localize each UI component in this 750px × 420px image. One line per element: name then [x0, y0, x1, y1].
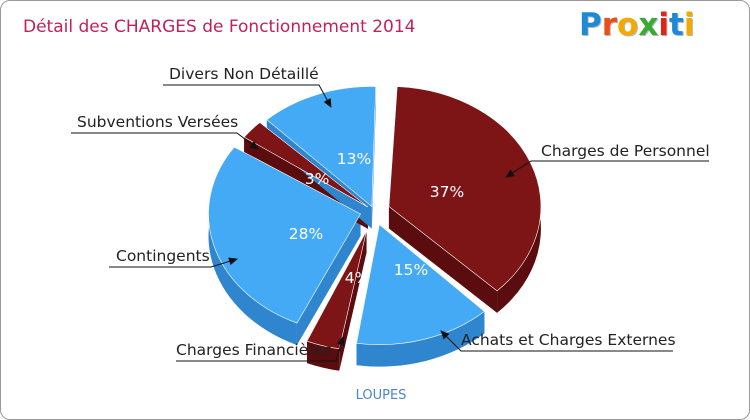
- logo-letter: x: [638, 7, 659, 43]
- leader-line: [505, 160, 709, 178]
- commune-label: LOUPES: [356, 388, 407, 403]
- slice-edge: [296, 213, 361, 346]
- slice-divers-non-d-taill-[interactable]: [266, 86, 377, 208]
- pie-leader-lines: [71, 84, 709, 362]
- pie-percent-labels: 37% 15% 4% 28% 3% 13%: [289, 150, 464, 287]
- slice-side: [306, 341, 340, 371]
- chart-title: Détail des CHARGES de Fonctionnement 201…: [23, 17, 416, 37]
- logo-letter: r: [601, 7, 618, 43]
- slice-subventions-vers-es[interactable]: [243, 122, 369, 208]
- slice-edge: [388, 206, 498, 313]
- logo-letter: i: [658, 7, 669, 43]
- slice-percent-label: 28%: [289, 225, 323, 243]
- slice-percent-label: 4%: [345, 269, 370, 287]
- category-label: Charges de Personnel: [541, 142, 710, 160]
- slice-percent-label: 15%: [394, 261, 428, 279]
- slice-percent-label: 3%: [305, 170, 330, 188]
- leader-line: [109, 257, 238, 268]
- leader-line: [440, 330, 673, 352]
- category-label: Achats et Charges Externes: [461, 331, 676, 349]
- leader-line: [163, 84, 332, 108]
- pie-slices: [208, 86, 542, 350]
- category-label: Subventions Versées: [77, 113, 238, 131]
- category-label: Contingents: [116, 247, 210, 265]
- logo-letter: o: [617, 7, 639, 43]
- slice-achats-et-charges-externes[interactable]: [356, 224, 485, 345]
- slice-side: [208, 147, 297, 346]
- slice-percent-label: 37%: [430, 183, 464, 201]
- category-label: Charges Financières: [176, 341, 332, 359]
- logo-letter: P: [579, 7, 602, 43]
- slice-charges-de-personnel[interactable]: [388, 86, 542, 292]
- slice-contingents[interactable]: [208, 146, 361, 324]
- proxiti-logo[interactable]: Proxiti: [579, 7, 694, 43]
- leader-line: [176, 336, 345, 362]
- slice-side: [356, 311, 485, 367]
- slice-edge: [339, 230, 367, 371]
- leader-line: [71, 132, 259, 150]
- category-label: Divers Non Détaillé: [169, 65, 319, 83]
- logo-letter: t: [668, 7, 684, 43]
- pie-category-labels: Charges de Personnel Achats et Charges Ex…: [77, 65, 710, 359]
- slice-percent-label: 13%: [337, 150, 371, 168]
- logo-letter: i: [683, 7, 695, 43]
